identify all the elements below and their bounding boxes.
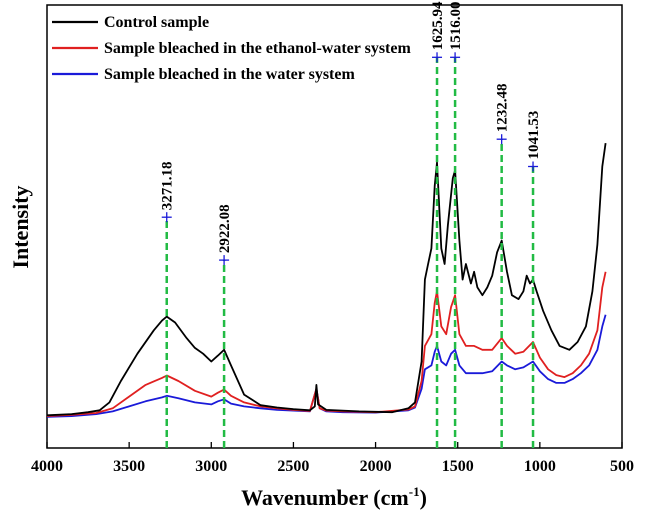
x-tick-label: 4000 [31, 458, 63, 475]
annotation-label-4: 1516.00 [448, 2, 464, 51]
legend-label-1: Control sample [104, 14, 209, 31]
series-layer [46, 142, 607, 418]
annotation-layer: 3271.18 2922.08 1625.94 1516.00 1232.48 1041.… [160, 1, 542, 448]
x-tick-label: 3000 [195, 458, 227, 475]
annotation-label-2: 2922.08 [217, 204, 233, 253]
legend-label-2: Sample bleached in the ethanol-water sys… [104, 40, 411, 57]
x-tick-label: 1000 [524, 458, 556, 475]
series-line-2 [46, 271, 607, 417]
x-tick-label: 500 [610, 458, 634, 475]
annotation-label-5: 1232.48 [495, 83, 511, 132]
x-axis-ticks: 4000 3500 3000 2500 2000 1500 1000 500 [31, 442, 634, 475]
legend: Control sample Sample bleached in the eth… [52, 14, 411, 83]
annotation-label-3: 1625.94 [430, 1, 446, 50]
y-axis-title: Intensity [8, 185, 33, 268]
x-axis-title-superscript: -1 [409, 484, 420, 499]
series-line-1 [46, 142, 607, 417]
series-line-3 [46, 314, 607, 418]
annotation-label-1: 3271.18 [160, 161, 176, 210]
x-axis-title-main: Wavenumber (cm [241, 485, 409, 510]
plot-frame [46, 4, 623, 449]
legend-label-3: Sample bleached in the water system [104, 66, 355, 83]
x-tick-label: 2000 [360, 458, 392, 475]
x-tick-label: 2500 [277, 458, 309, 475]
annotation-label-6: 1041.53 [526, 111, 542, 160]
x-axis-title-close: ) [420, 485, 427, 510]
x-axis-title: Wavenumber (cm-1) [241, 484, 427, 510]
x-tick-label: 3500 [113, 458, 145, 475]
x-tick-label: 1500 [442, 458, 474, 475]
